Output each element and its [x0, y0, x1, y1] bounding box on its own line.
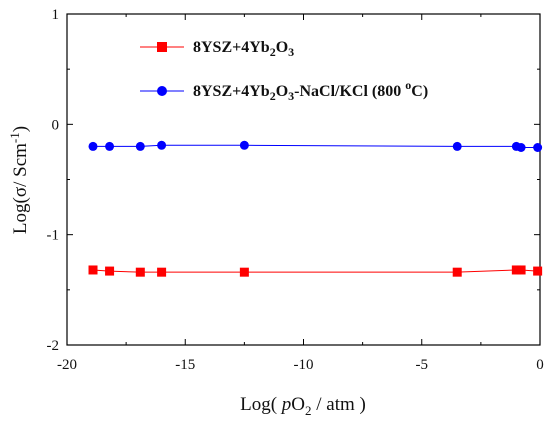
series-layer — [88, 140, 543, 277]
series-2-point — [533, 143, 543, 153]
y-tick-label: 0 — [52, 117, 60, 133]
x-axis-title: Log( pO2 / atm ) — [240, 394, 366, 418]
x-tick-label: 0 — [536, 357, 544, 373]
series-1-point — [157, 267, 167, 277]
y-tick-label: 1 — [52, 7, 60, 23]
series-1-point — [239, 267, 249, 277]
series-2-point — [516, 143, 526, 153]
series-2-point — [157, 140, 167, 150]
series-2-point — [135, 141, 145, 151]
series-1-point — [452, 267, 462, 277]
axis-ticks: -20 -15 -10 -5 0-2-101 — [47, 7, 544, 373]
y-tick-label: -2 — [47, 338, 60, 354]
series-1-point — [533, 266, 543, 276]
x-tick-label: -15 — [175, 357, 195, 373]
series-2-point — [105, 141, 115, 151]
series-1-point — [88, 265, 98, 275]
plot-frame — [66, 13, 541, 346]
x-tick-label: -10 — [294, 357, 314, 373]
legend-label-series-2: 8YSZ+4Yb2O3-NaCl/KCl (800 oC) — [193, 78, 428, 103]
series-1-point — [135, 267, 145, 277]
y-tick-label: -1 — [47, 228, 60, 244]
legend-label-series-1: 8YSZ+4Yb2O3 — [193, 39, 294, 59]
series-1-point — [511, 265, 521, 275]
series-2-point — [452, 141, 462, 151]
legend-item-series-1: 8YSZ+4Yb2O3 — [140, 39, 294, 59]
legend: 8YSZ+4Yb2O3 8YSZ+4Yb2O3-NaCl/KCl (800 oC… — [140, 39, 428, 103]
series-1-point — [105, 266, 115, 276]
x-tick-label: -20 — [57, 357, 77, 373]
legend-marker-series-1 — [157, 42, 167, 52]
x-tick-label: -5 — [416, 357, 429, 373]
legend-marker-series-2 — [157, 86, 167, 96]
legend-item-series-2: 8YSZ+4Yb2O3-NaCl/KCl (800 oC) — [140, 78, 428, 103]
series-2-point — [239, 140, 249, 150]
plot-area — [66, 13, 541, 346]
series-2-point — [88, 141, 98, 151]
series-1-point — [516, 265, 526, 275]
y-axis-title: Log(σ/ Scm-1) — [7, 126, 31, 234]
